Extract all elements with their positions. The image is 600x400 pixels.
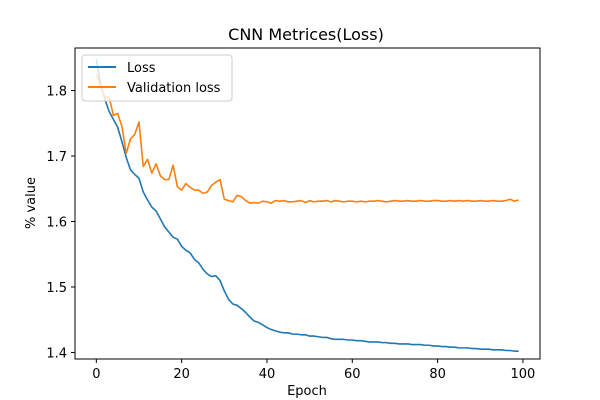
legend-label-loss: Loss bbox=[127, 61, 156, 76]
legend-box bbox=[81, 54, 233, 102]
series-line-validation-loss bbox=[95, 73, 519, 204]
x-tick-label: 0 bbox=[92, 367, 100, 382]
y-axis-ticks: 1.4 1.5 1.6 1.7 1.8 bbox=[46, 85, 75, 361]
x-axis-title: Epoch bbox=[287, 384, 327, 399]
plot-lines bbox=[95, 58, 519, 352]
legend: Loss Validation loss bbox=[81, 54, 233, 102]
y-axis-title: % value bbox=[24, 177, 39, 229]
y-tick-label: 1.7 bbox=[46, 150, 67, 165]
chart-title: CNN Metrices(Loss) bbox=[228, 25, 384, 44]
x-tick-label: 40 bbox=[259, 367, 276, 382]
series-line-loss bbox=[95, 58, 519, 352]
x-tick-label: 100 bbox=[511, 367, 536, 382]
y-tick-label: 1.5 bbox=[46, 281, 67, 296]
y-tick-label: 1.8 bbox=[46, 85, 67, 100]
y-tick-label: 1.4 bbox=[46, 346, 67, 361]
legend-label-validation-loss: Validation loss bbox=[127, 81, 221, 96]
x-tick-label: 80 bbox=[429, 367, 446, 382]
x-tick-label: 20 bbox=[173, 367, 190, 382]
x-axis-ticks: 0 20 40 60 80 100 bbox=[92, 359, 535, 382]
y-tick-label: 1.6 bbox=[46, 216, 67, 231]
x-tick-label: 60 bbox=[344, 367, 361, 382]
plot-frame bbox=[74, 47, 541, 360]
